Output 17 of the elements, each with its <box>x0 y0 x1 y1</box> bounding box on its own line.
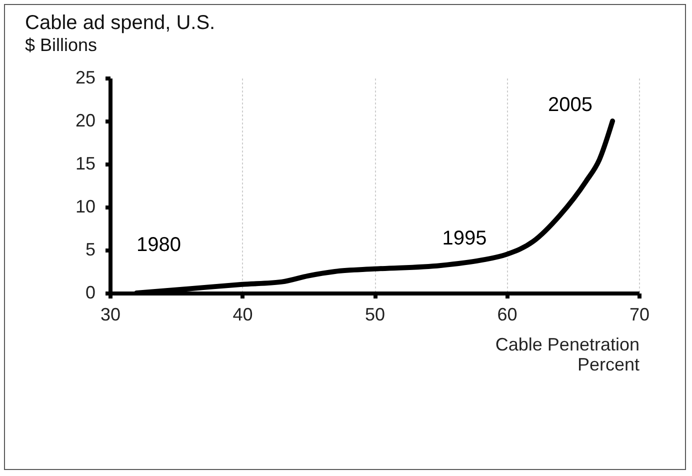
y-tick-label: 5 <box>85 240 96 260</box>
y-tick-label: 10 <box>75 196 96 216</box>
y-tick-label: 0 <box>85 282 96 302</box>
annotation: 2005 <box>548 94 593 116</box>
x-axis-title: Cable Penetration Percent <box>495 334 640 374</box>
x-tick-label: 40 <box>232 304 253 324</box>
chart-title: Cable ad spend, U.S. <box>25 12 216 34</box>
y-tick-label: 15 <box>75 154 96 174</box>
x-tick-label: 50 <box>364 304 386 324</box>
y-tick-label: 25 <box>75 68 96 88</box>
y-tick-label: 20 <box>75 110 96 130</box>
annotation: 1995 <box>442 227 487 250</box>
chart-subtitle: $ Billions <box>25 35 98 55</box>
x-tick-label: 30 <box>100 304 121 324</box>
x-tick-label: 70 <box>629 304 650 324</box>
annotation: 1980 <box>136 234 181 256</box>
x-tick-label: 60 <box>497 304 518 324</box>
